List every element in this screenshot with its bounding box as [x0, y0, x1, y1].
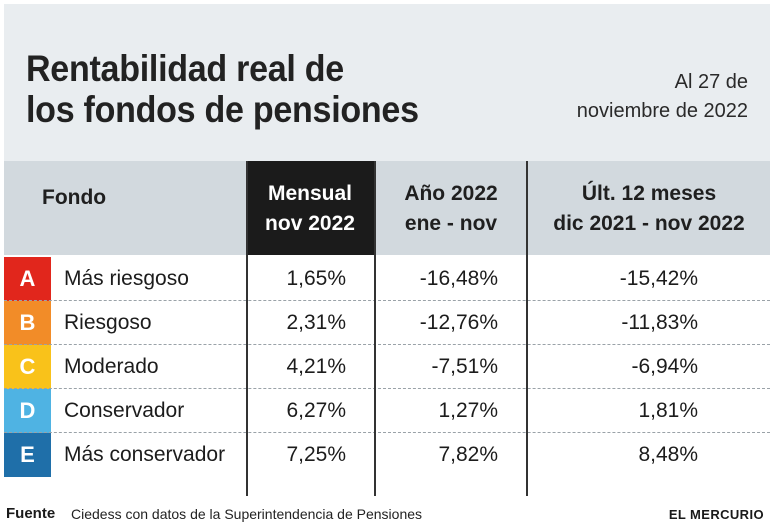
- column-divider: [374, 161, 376, 496]
- value-mensual: 6,27%: [286, 399, 346, 422]
- value-ult: -15,42%: [619, 267, 698, 290]
- value-anio: 1,27%: [438, 399, 498, 422]
- table-row: D Conservador 6,27% 1,27% 1,81%: [4, 389, 770, 433]
- header-ult-line-1: Últ. 12 meses: [581, 182, 717, 205]
- header-anio: Año 2022 ene - nov: [376, 179, 526, 239]
- value-ult: -6,94%: [631, 355, 698, 378]
- fund-name: Más riesgoso: [64, 267, 189, 290]
- header-fondo: Fondo: [42, 186, 107, 209]
- header-mensual-line-2: nov 2022: [265, 212, 355, 235]
- table-row: A Más riesgoso 1,65% -16,48% -15,42%: [4, 257, 770, 301]
- title-line-2: los fondos de pensiones: [26, 89, 419, 130]
- table-header: Fondo Mensual nov 2022 Año 2022 ene - no…: [4, 161, 770, 255]
- column-divider: [246, 161, 248, 496]
- row-separator: [4, 344, 770, 345]
- row-separator: [4, 300, 770, 301]
- fund-name: Riesgoso: [64, 311, 152, 334]
- title-area: Rentabilidad real de los fondos de pensi…: [4, 4, 770, 161]
- value-ult: 8,48%: [638, 443, 698, 466]
- header-anio-line-2: ene - nov: [404, 212, 498, 235]
- date-note: Al 27 de noviembre de 2022: [577, 68, 748, 126]
- date-line-1: Al 27 de: [674, 71, 748, 93]
- fund-letter-badge: B: [4, 301, 51, 345]
- value-ult: 1,81%: [638, 399, 698, 422]
- fund-letter-badge: C: [4, 345, 51, 389]
- footer: Fuente Ciedess con datos de la Superinte…: [4, 496, 770, 529]
- table-row: B Riesgoso 2,31% -12,76% -11,83%: [4, 301, 770, 345]
- value-mensual: 2,31%: [286, 311, 346, 334]
- value-mensual: 4,21%: [286, 355, 346, 378]
- date-line-2: noviembre de 2022: [576, 100, 748, 122]
- value-anio: -7,51%: [431, 355, 498, 378]
- header-mensual: Mensual nov 2022: [246, 161, 374, 255]
- row-separator: [4, 388, 770, 389]
- fund-name: Moderado: [64, 355, 159, 378]
- table-row: E Más conservador 7,25% 7,82% 8,48%: [4, 433, 770, 477]
- value-anio: -12,76%: [419, 311, 498, 334]
- fund-letter-badge: A: [4, 257, 51, 301]
- fund-name: Más conservador: [64, 443, 226, 466]
- value-mensual: 7,25%: [286, 443, 346, 466]
- value-anio: -16,48%: [419, 267, 498, 290]
- source-text: Ciedess con datos de la Superintendencia…: [71, 506, 423, 522]
- header-anio-line-1: Año 2022: [404, 182, 498, 205]
- source-label: Fuente: [6, 505, 56, 522]
- value-ult: -11,83%: [621, 311, 698, 334]
- fund-name: Conservador: [64, 399, 185, 422]
- fund-letter-badge: D: [4, 389, 51, 433]
- value-mensual: 1,65%: [286, 267, 346, 290]
- row-separator: [4, 432, 770, 433]
- table-row: C Moderado 4,21% -7,51% -6,94%: [4, 345, 770, 389]
- value-anio: 7,82%: [438, 443, 498, 466]
- pension-returns-table: Rentabilidad real de los fondos de pensi…: [4, 4, 770, 496]
- header-ult-line-2: dic 2021 - nov 2022: [553, 212, 745, 235]
- page-title: Rentabilidad real de los fondos de pensi…: [26, 48, 419, 130]
- header-ult: Últ. 12 meses dic 2021 - nov 2022: [528, 179, 770, 239]
- column-divider: [526, 161, 528, 496]
- fund-letter-badge: E: [4, 433, 51, 477]
- header-mensual-line-1: Mensual: [267, 182, 353, 205]
- brand-logo: EL MERCURIO: [668, 507, 764, 522]
- title-line-1: Rentabilidad real de: [26, 48, 344, 89]
